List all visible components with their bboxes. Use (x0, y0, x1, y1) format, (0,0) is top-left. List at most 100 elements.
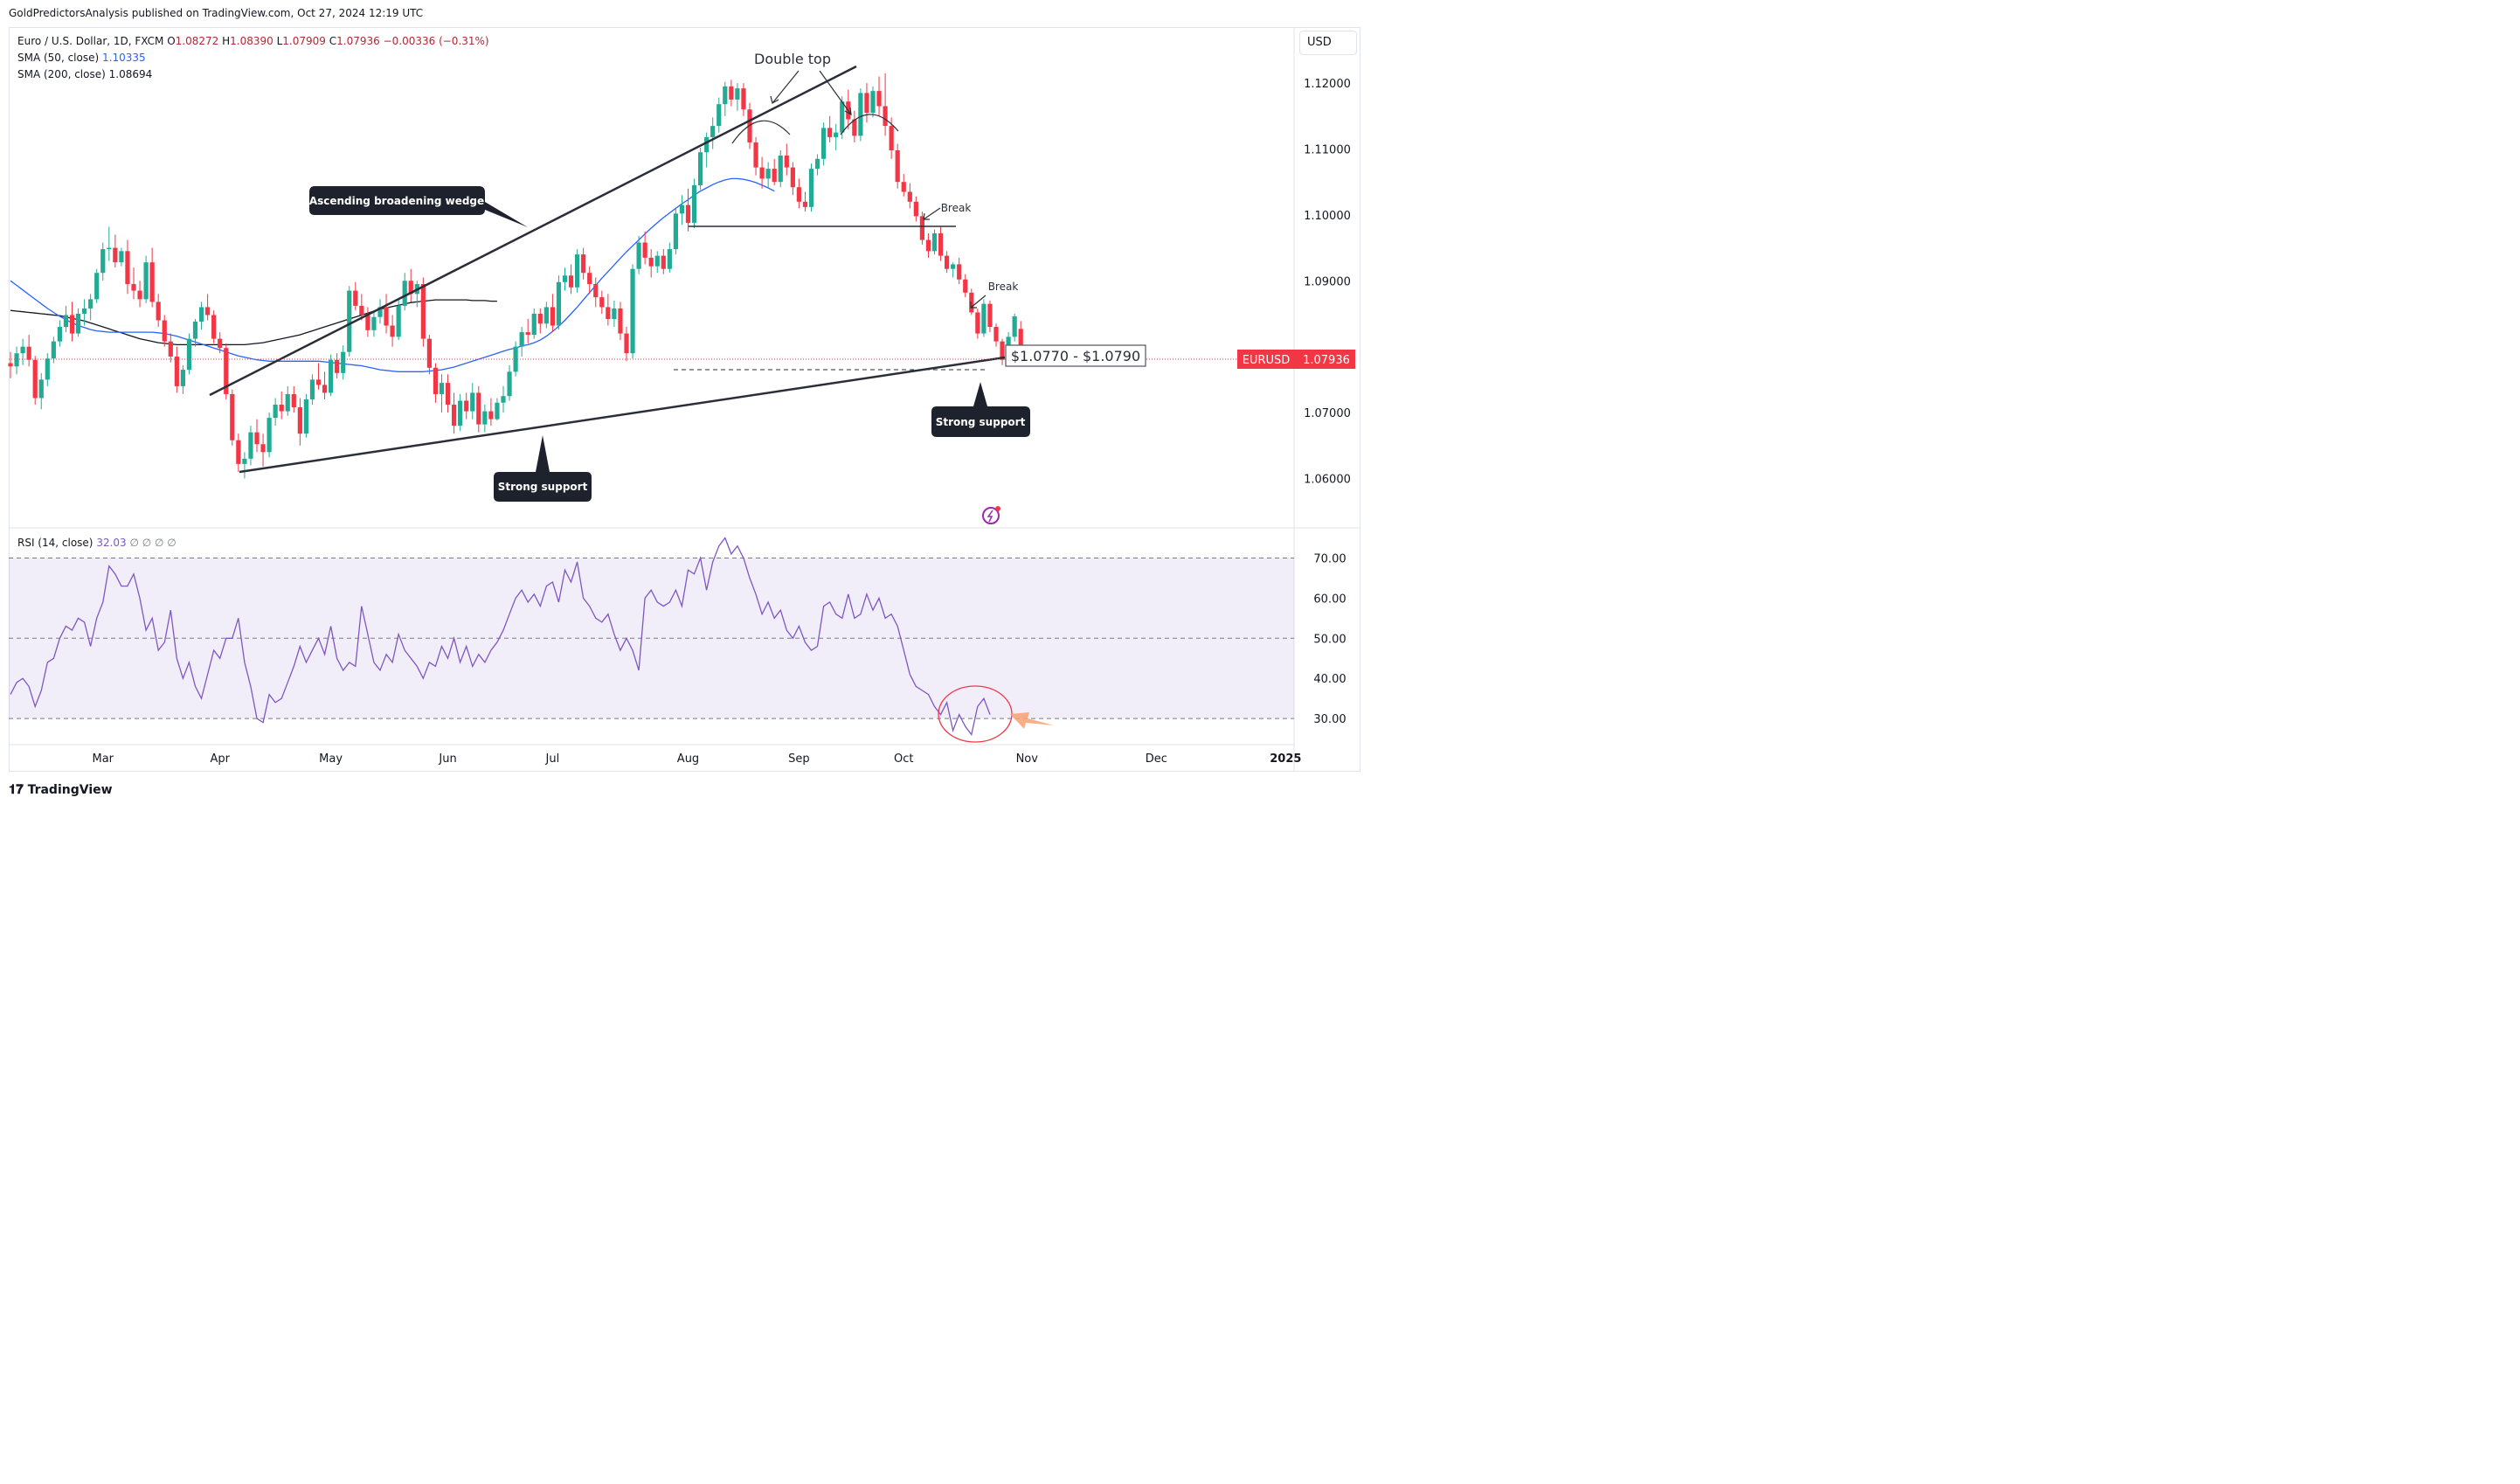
candle-body (125, 251, 130, 285)
double-top-arrowhead-left (770, 95, 779, 104)
candle-body (198, 307, 204, 322)
candle-body (32, 359, 38, 399)
candle-body (69, 315, 75, 334)
tradingview-logo-icon: 𝟏𝟕 (9, 781, 24, 797)
double-top-arc-right[interactable] (840, 114, 899, 135)
candle-body (75, 313, 81, 334)
price-axis-tick: 1.12000 (1304, 78, 1351, 91)
candle-body (236, 440, 241, 464)
legend-sma50-value: 1.10335 (102, 52, 146, 64)
candle-body (285, 393, 290, 412)
time-axis-tick: Aug (677, 752, 699, 766)
candle-body (550, 307, 555, 326)
candle-body (814, 158, 820, 170)
candle-body (925, 239, 931, 252)
candle-body (618, 308, 623, 334)
candle-body (396, 305, 401, 337)
candle-body (556, 281, 562, 326)
double-top-label[interactable]: Double top (754, 51, 831, 67)
event-icon[interactable] (982, 507, 1000, 524)
candle-body (840, 101, 845, 133)
candle-body (63, 315, 69, 328)
candle-body (753, 142, 758, 168)
support-callout-2[interactable] (931, 382, 1030, 437)
legend-sma200-label: SMA (200, close) (17, 68, 106, 80)
candle-body (919, 216, 924, 240)
candle-body (624, 333, 629, 354)
break-arrow-1[interactable] (923, 207, 941, 220)
double-top-arrowhead-right (844, 107, 852, 116)
time-axis-tick: 2025 (1270, 752, 1301, 766)
wedge-upper-trendline[interactable] (209, 65, 857, 397)
price-tag-value: 1.07936 (1303, 354, 1350, 367)
candle-body (987, 303, 993, 328)
candle-body (224, 348, 229, 394)
break-label-1[interactable]: Break (941, 202, 972, 214)
candle-body (26, 346, 31, 360)
price-axis-tick: 1.07000 (1304, 407, 1351, 420)
candle-body (710, 126, 716, 137)
legend-sma200-row[interactable]: SMA (200, close) 1.08694 (17, 66, 489, 83)
price-tag[interactable] (1237, 350, 1355, 369)
legend-symbol-row[interactable]: Euro / U.S. Dollar, 1D, FXCM O1.08272 H1… (17, 33, 489, 50)
support-callout-1[interactable] (494, 435, 592, 502)
candle-body (371, 316, 377, 330)
candle-body (827, 128, 833, 137)
candle-body (630, 268, 635, 354)
candle-body (704, 136, 710, 153)
candle-body (593, 284, 599, 298)
candle-body (476, 392, 481, 425)
candle-body (426, 338, 432, 368)
break-arrow-2[interactable] (970, 295, 987, 309)
wedge-lower-trendline[interactable] (239, 356, 1006, 474)
candle-body (636, 242, 641, 269)
candle-body (969, 292, 974, 313)
candle-body (864, 93, 869, 114)
candle-body (439, 383, 445, 394)
candle-body (254, 432, 260, 445)
candle-body (180, 370, 185, 386)
candle-body (82, 308, 87, 314)
candle-body (242, 458, 247, 464)
candle-body (587, 273, 592, 285)
rsi-axis-tick: 70.00 (1313, 552, 1346, 565)
candle-body (420, 284, 426, 339)
currency-button[interactable]: USD (1299, 31, 1357, 55)
candle-body (464, 400, 469, 412)
break-label-2[interactable]: Break (988, 281, 1019, 293)
candle-body (648, 257, 654, 267)
candle-body (790, 167, 795, 188)
candle-body (537, 313, 543, 324)
sma200-line (10, 299, 497, 346)
candle-body (642, 242, 647, 258)
price-range-box[interactable] (1005, 344, 1146, 367)
wedge-callout[interactable] (309, 186, 528, 227)
candle-body (501, 396, 506, 403)
candle-body (162, 320, 167, 342)
candle-body (137, 290, 142, 300)
rsi-highlight-arrow[interactable] (1010, 712, 1054, 729)
candle-body (796, 187, 801, 202)
candle-body (279, 405, 284, 412)
candle-body (260, 444, 266, 453)
double-top-arrow-right[interactable] (819, 70, 852, 115)
legend-close-value: 1.07936 (336, 35, 380, 47)
legend-high-label: H (222, 35, 231, 47)
candle-body (335, 359, 340, 373)
candle-body (562, 275, 568, 282)
candle-body (51, 341, 56, 359)
legend-open-label: O (167, 35, 176, 47)
tradingview-logo[interactable]: 𝟏𝟕 TradingView (9, 781, 113, 797)
rsi-legend[interactable]: RSI (14, close) 32.03 ∅ ∅ ∅ ∅ (17, 537, 177, 549)
candle-body (341, 351, 346, 373)
legend-high-value: 1.08390 (230, 35, 273, 47)
chart-canvas[interactable]: 1.12000 1.11000 1.10000 1.09000 1.07000 1.060… (0, 0, 1367, 805)
double-top-arc-left[interactable] (731, 120, 791, 144)
legend-sma50-row[interactable]: SMA (50, close) 1.10335 (17, 50, 489, 66)
candle-body (143, 262, 149, 300)
candle-body (802, 201, 808, 207)
rsi-axis-tick: 60.00 (1313, 593, 1346, 606)
candle-body (408, 281, 413, 295)
double-top-arrow-left[interactable] (772, 70, 800, 104)
candle-body (309, 379, 315, 399)
